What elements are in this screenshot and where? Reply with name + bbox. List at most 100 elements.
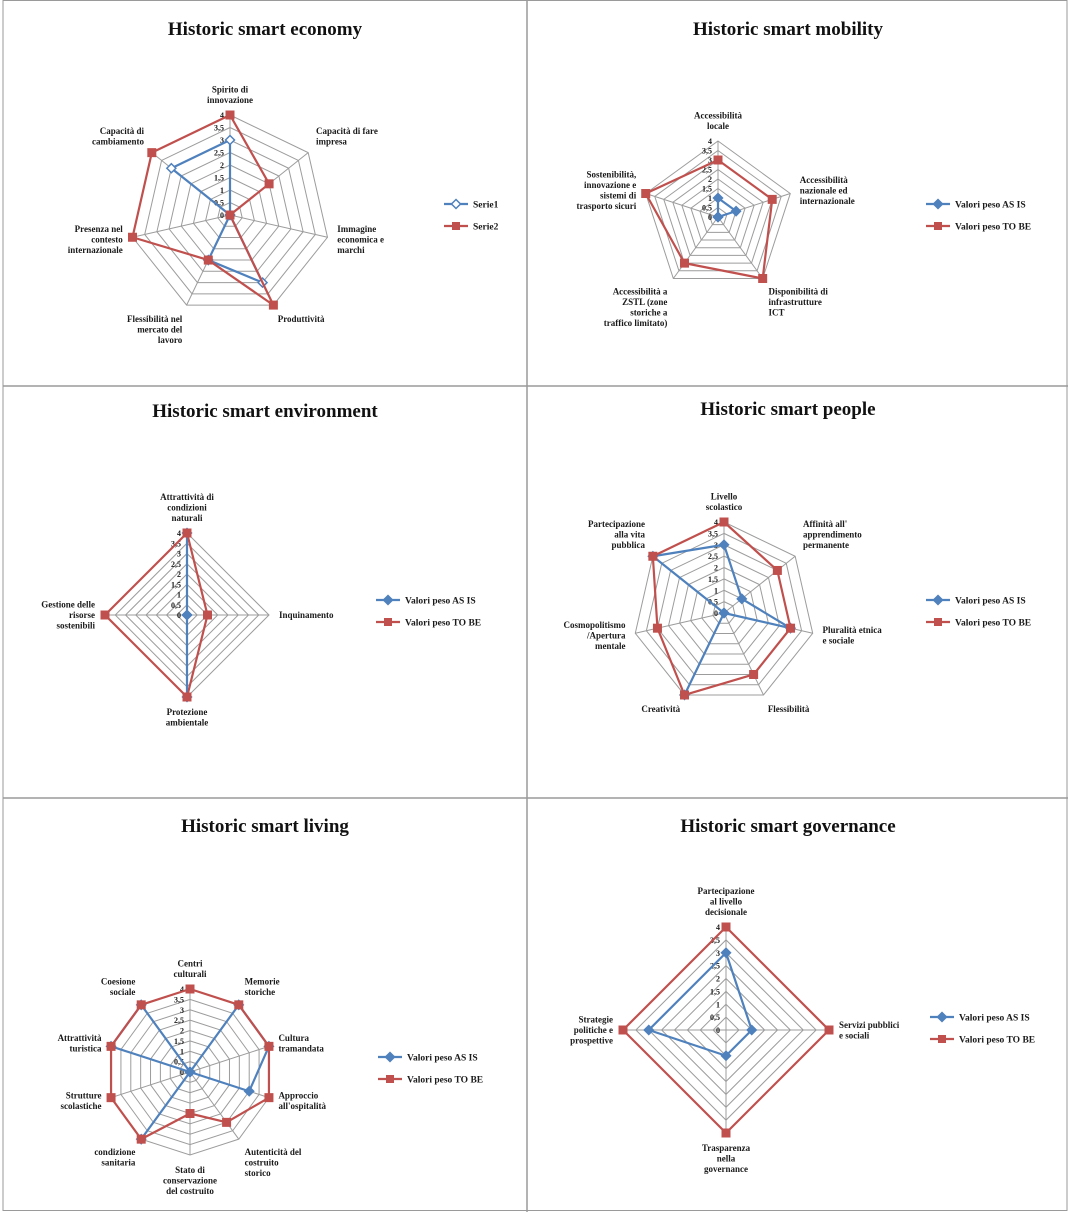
category-label-cosmopolitismo-apertura-mentale: Cosmopolitismo/Apertura mentale (564, 620, 627, 651)
grid-spoke (672, 216, 719, 279)
chart-title: Historic smart living (181, 816, 349, 837)
data-point (182, 692, 192, 702)
grid-spoke (717, 216, 764, 279)
tick-label: 2,5 (214, 149, 224, 158)
data-point (222, 1117, 232, 1127)
series-line (644, 158, 774, 280)
tick-label: 2 (177, 570, 181, 579)
legend-marker (932, 198, 944, 210)
legend-label: Valori peso AS IS (959, 1014, 1030, 1024)
tick-label: 2,5 (710, 962, 720, 971)
series-2 (648, 517, 796, 700)
series-2 (106, 984, 274, 1144)
category-labels: Attrattività di condizioni naturali Inquina… (41, 492, 334, 728)
category-label-affinita-all-apprendimento-permanente: Affinità all' apprendimento permanente (803, 519, 862, 550)
tick-label: 1 (714, 586, 718, 595)
tick-label: 1,5 (708, 575, 718, 584)
category-label-immagine-economica-e-marchi: Immagine economica e marchi (337, 224, 384, 255)
data-point (643, 1024, 655, 1036)
data-point (106, 1041, 116, 1051)
category-label-partecipazione-alla-vita-pubblica: Partecipazione alla vita pubblica (588, 519, 645, 550)
tick-label: 3,5 (702, 147, 712, 156)
tick-label: 3,5 (174, 995, 184, 1004)
tick-label: 2,5 (702, 166, 712, 175)
grid-spoke (723, 612, 764, 696)
data-point (736, 593, 748, 605)
data-point (680, 690, 690, 700)
tick-label: 1,5 (710, 987, 720, 996)
grid-ring (668, 555, 780, 665)
category-label-partecipazione-al-livello-decisionale: Partecipazione al livello decisionale (698, 886, 755, 917)
legend: Valori peso AS IS Valori peso TO BE (930, 1011, 1035, 1046)
data-point (243, 1085, 255, 1097)
tick-label: 2 (180, 1027, 184, 1036)
radar-chart-svg: Historic smart living00,511,522,533,54Ce… (58, 816, 484, 1197)
data-point (648, 551, 658, 561)
tick-label: 2 (714, 564, 718, 573)
category-label-accessibilita-locale: Accessibilità locale (694, 111, 742, 132)
data-point (225, 110, 235, 120)
tick-label: 3 (716, 949, 720, 958)
tick-label: 1 (180, 1047, 184, 1056)
data-point (184, 1066, 196, 1078)
grid-ring (645, 532, 803, 686)
data-point (203, 255, 213, 265)
tick-label: 2,5 (174, 1016, 184, 1025)
grid-ring (192, 176, 268, 250)
grid-ring (672, 168, 764, 256)
data-point (746, 1024, 758, 1036)
category-label-gestione-delle-risorse-sostenibili: Gestione delle risorse sostenibili (41, 600, 95, 631)
series-1 (643, 947, 758, 1062)
category-label-centri-culturali: Centri culturali (174, 959, 207, 980)
data-point (264, 1041, 274, 1051)
legend-label: Valori peso TO BE (955, 619, 1031, 629)
category-label-approccio-all-ospitalita: Approccio all'ospitalità (278, 1090, 326, 1111)
category-labels: Centri culturali Memorie storiche Cultura tra… (58, 959, 327, 1197)
data-point (641, 189, 651, 199)
legend-label: Valori peso TO BE (407, 1076, 483, 1086)
tick-label: 0 (716, 1026, 720, 1035)
chart-title: Historic smart mobility (693, 19, 883, 40)
category-label-accessibilita-a-zstl-zone-storiche-a-traffico-limitato: Accessibilità a ZSTL (zone storiche a traff… (604, 287, 668, 329)
grid-ring (712, 601, 736, 624)
radar-chart-svg: Historic smart mobility 00,511,522,533,54… (576, 19, 1031, 329)
legend: Serie1 Serie2 (444, 198, 499, 233)
legend-marker (450, 198, 462, 210)
category-label-stato-di-conservazione-del-costruito: Stato di conservazione del costruito (163, 1165, 217, 1196)
grid-spoke (635, 612, 725, 634)
data-point (203, 610, 212, 620)
data-point (679, 258, 689, 268)
chart-title: Historic smart economy (168, 19, 363, 40)
data-point (618, 1025, 628, 1035)
data-point (712, 211, 724, 223)
data-point (712, 192, 724, 204)
data-point (224, 134, 236, 146)
grid-spoke (189, 1045, 270, 1073)
data-point (185, 984, 195, 994)
grid-spoke (110, 1071, 191, 1099)
data-point (185, 1109, 195, 1118)
category-label-capacita-di-cambiamento: Capacità di cambiamento (92, 126, 144, 147)
category-label-servizi-pubblici-e-sociali: Servizi pubblici e sociali (839, 1020, 900, 1041)
tick-label: 0,5 (702, 204, 712, 213)
tick-label: 3 (220, 136, 224, 145)
series-1 (712, 192, 742, 223)
tick-label: 2 (220, 161, 224, 170)
radial-axis-ticks: 0 0,5 1 1,5 2 2,5 3 3,5 4 (710, 923, 720, 1035)
data-point (264, 1093, 274, 1103)
data-point (758, 273, 768, 283)
tick-label: 0 (177, 611, 181, 620)
legend-marker (382, 594, 394, 606)
chart-title: Historic smart environment (152, 401, 378, 422)
tick-label: 1 (716, 1000, 720, 1009)
grid-ring (679, 566, 769, 655)
category-labels: Partecipazione al livello decisionale Servi… (570, 886, 900, 1174)
category-label-protezione-ambientale: Protezione ambientale (166, 707, 209, 728)
tick-label: 0,5 (710, 1013, 720, 1022)
data-point (225, 210, 235, 220)
category-label-autenticita-del-costruito-storico: Autenticità del costruito storico (245, 1147, 302, 1178)
legend-marker (938, 1035, 946, 1043)
tick-label: 4 (220, 111, 224, 120)
category-label-accessibilita-nazionale-ed-internazionale: Accessibilità nazionale ed internazionale (800, 175, 855, 206)
category-label-strategie-politiche-e-prospettive: Strategie politiche e prospettive (570, 1015, 613, 1046)
